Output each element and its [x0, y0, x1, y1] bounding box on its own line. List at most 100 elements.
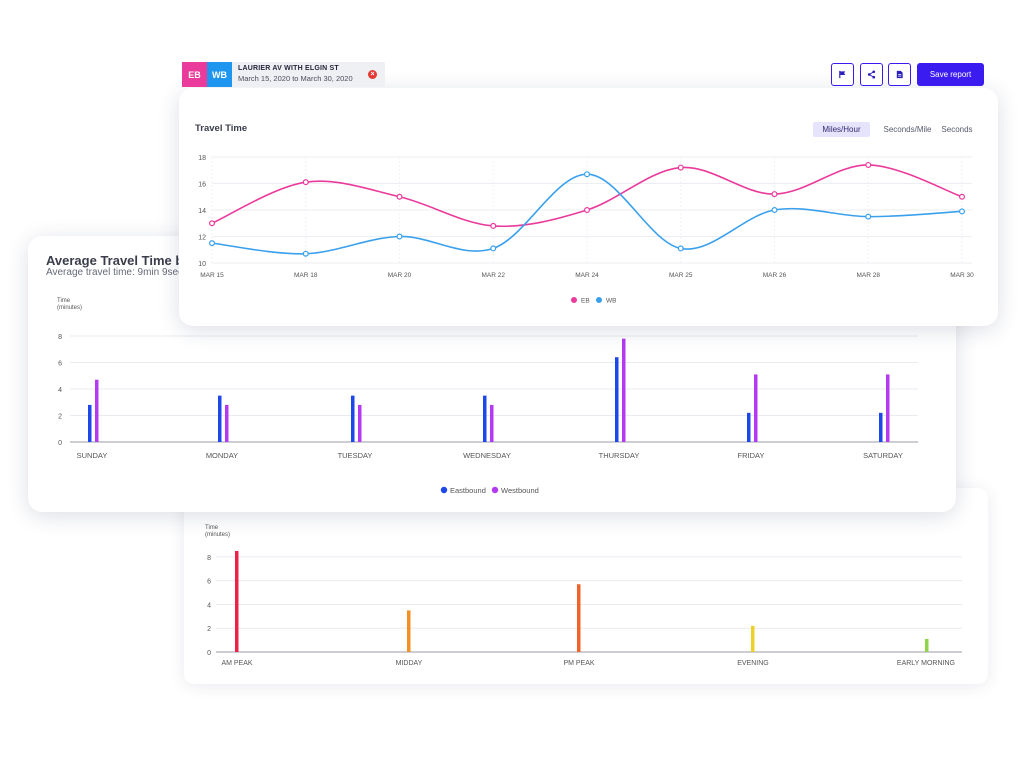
data-point	[396, 193, 403, 200]
document-icon	[896, 70, 903, 79]
x-tick-label: MAR 15	[200, 272, 224, 279]
y-tick-label: 18	[198, 155, 206, 162]
y-tick-label: 6	[207, 579, 211, 586]
y-tick-label: 2	[58, 414, 62, 421]
y-tick-label: 16	[198, 182, 206, 189]
data-point	[490, 245, 497, 252]
close-icon[interactable]: ×	[368, 70, 377, 79]
document-button[interactable]	[888, 63, 911, 86]
bar-eastbound	[483, 395, 487, 442]
x-tick-label: FRIDAY	[738, 451, 765, 460]
legend-label: Eastbound	[450, 486, 486, 495]
x-tick-label: MAR 22	[482, 272, 506, 279]
bar-westbound	[622, 338, 626, 442]
x-tick-label: TUESDAY	[338, 451, 373, 460]
save-report-button[interactable]: Save report	[917, 63, 984, 86]
data-point	[677, 164, 684, 171]
route-info: LAURIER AV WITH ELGIN ST March 15, 2020 …	[232, 62, 368, 87]
route-selector[interactable]: EB WB LAURIER AV WITH ELGIN ST March 15,…	[182, 62, 385, 87]
bar-eastbound	[879, 412, 883, 442]
x-tick-label: SATURDAY	[863, 451, 903, 460]
share-button[interactable]	[860, 63, 883, 86]
y-tick-label: 4	[58, 387, 62, 394]
bar-westbound	[490, 404, 494, 442]
legend-label: EB	[581, 298, 590, 305]
x-tick-label: MAR 25	[669, 272, 693, 279]
y-tick-label: 0	[207, 650, 211, 657]
data-point	[771, 191, 778, 198]
x-tick-label: MIDDAY	[396, 660, 423, 667]
y-tick-label: 4	[207, 602, 211, 609]
legend-marker	[440, 486, 448, 494]
x-tick-label: EVENING	[737, 660, 769, 667]
share-icon	[867, 70, 876, 79]
y-axis-unit: (minutes)	[205, 532, 230, 538]
x-tick-label: AM PEAK	[221, 660, 252, 667]
bar-time-period	[751, 625, 755, 652]
bar-westbound	[886, 374, 890, 442]
y-axis-unit: (minutes)	[57, 305, 82, 311]
by-day-title: Average Travel Time by day	[46, 253, 217, 268]
y-tick-label: 12	[198, 235, 206, 242]
time-of-day-card	[184, 488, 988, 684]
by-day-subtitle: Average travel time: 9min 9sec | A	[46, 267, 198, 278]
tab-seconds[interactable]: Seconds	[941, 125, 973, 134]
y-tick-label: 8	[58, 334, 62, 341]
y-tick-label: 8	[207, 555, 211, 562]
legend-marker	[596, 297, 602, 303]
data-point	[490, 222, 497, 229]
tab-miles-per-hour[interactable]: Miles/Hour	[813, 122, 870, 137]
x-tick-label: MAR 20	[388, 272, 412, 279]
bar-eastbound	[351, 395, 355, 442]
bar-westbound	[225, 404, 229, 442]
wb-badge[interactable]: WB	[207, 62, 232, 87]
x-tick-label: MAR 24	[575, 272, 599, 279]
data-point	[771, 207, 778, 214]
y-axis-label: Time	[57, 298, 71, 304]
x-tick-label: MAR 26	[763, 272, 787, 279]
x-tick-label: MAR 30	[950, 272, 974, 279]
x-tick-label: WEDNESDAY	[463, 451, 511, 460]
x-tick-label: SUNDAY	[77, 451, 108, 460]
route-name: LAURIER AV WITH ELGIN ST	[238, 65, 339, 72]
x-tick-label: MAR 28	[857, 272, 881, 279]
bar-westbound	[358, 404, 362, 442]
bar-time-period	[235, 550, 239, 652]
legend-label: WB	[606, 298, 616, 305]
data-point	[677, 245, 684, 252]
flag-button[interactable]	[831, 63, 854, 86]
bar-westbound	[754, 374, 758, 442]
bar-eastbound	[615, 357, 619, 442]
data-point	[583, 171, 590, 178]
x-tick-label: THURSDAY	[599, 451, 640, 460]
x-tick-label: MAR 18	[294, 272, 318, 279]
eb-badge[interactable]: EB	[182, 62, 207, 87]
data-point	[865, 213, 872, 220]
y-tick-label: 10	[198, 261, 206, 268]
y-tick-label: 2	[207, 626, 211, 633]
data-point	[396, 233, 403, 240]
data-point	[302, 250, 309, 257]
data-point	[958, 193, 965, 200]
data-point	[209, 220, 216, 227]
x-tick-label: MONDAY	[206, 451, 238, 460]
x-tick-label: PM PEAK	[563, 660, 594, 667]
route-date-range: March 15, 2020 to March 30, 2020	[238, 74, 353, 83]
bar-eastbound	[218, 395, 222, 442]
legend-marker	[491, 486, 499, 494]
tab-seconds-per-mile[interactable]: Seconds/Mile	[883, 125, 932, 134]
y-tick-label: 6	[58, 361, 62, 368]
x-tick-label: EARLY MORNING	[897, 660, 955, 667]
legend-marker	[571, 297, 577, 303]
y-axis-label: Time	[205, 525, 219, 531]
data-point	[209, 240, 216, 247]
travel-time-title: Travel Time	[195, 123, 248, 134]
bar-time-period	[407, 610, 411, 652]
bar-time-period	[577, 584, 581, 652]
data-point	[958, 208, 965, 215]
bar-eastbound	[747, 412, 751, 442]
data-point	[302, 179, 309, 186]
